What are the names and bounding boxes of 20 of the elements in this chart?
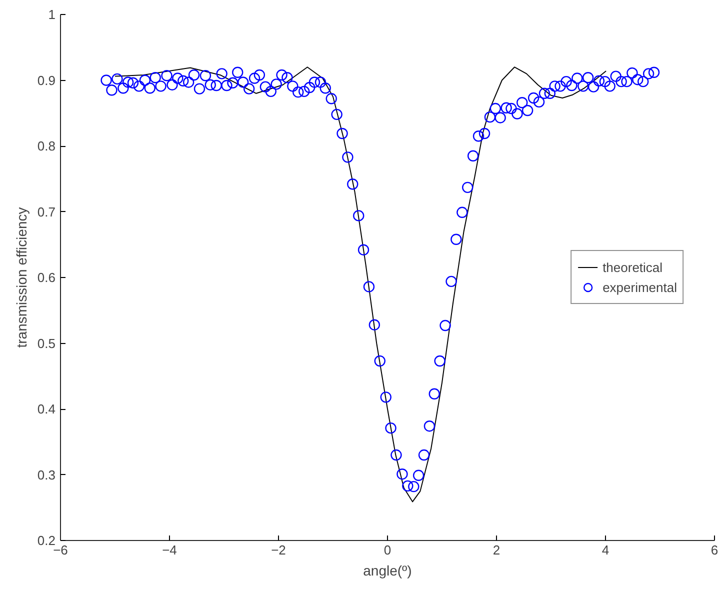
y-tick-label: 0.7 <box>37 204 56 220</box>
legend-label: experimental <box>602 280 677 294</box>
y-tick-label: 0.9 <box>37 72 56 88</box>
x-tick-label: 6 <box>710 542 718 558</box>
y-tick-label: 0.8 <box>37 138 56 154</box>
x-axis-title: angle(º) <box>363 562 412 578</box>
y-tick-label: 0.2 <box>37 533 56 548</box>
y-axis-title: transmission efficiency <box>13 207 30 348</box>
y-tick-label: 0.6 <box>37 270 56 285</box>
y-tick-label: 0.5 <box>37 336 56 351</box>
x-tick-label: 0 <box>384 542 392 558</box>
x-tick-label: 4 <box>602 542 610 558</box>
y-tick-label: 1 <box>48 7 56 22</box>
y-tick-label: 0.4 <box>37 402 56 416</box>
legend-label: theoretical <box>602 260 663 274</box>
y-tick-label: 0.3 <box>37 467 56 482</box>
x-tick-label: 2 <box>492 542 500 558</box>
x-tick-label: −2 <box>271 542 286 558</box>
x-tick-label: −4 <box>162 542 177 558</box>
x-tick-label: −6 <box>53 542 68 558</box>
